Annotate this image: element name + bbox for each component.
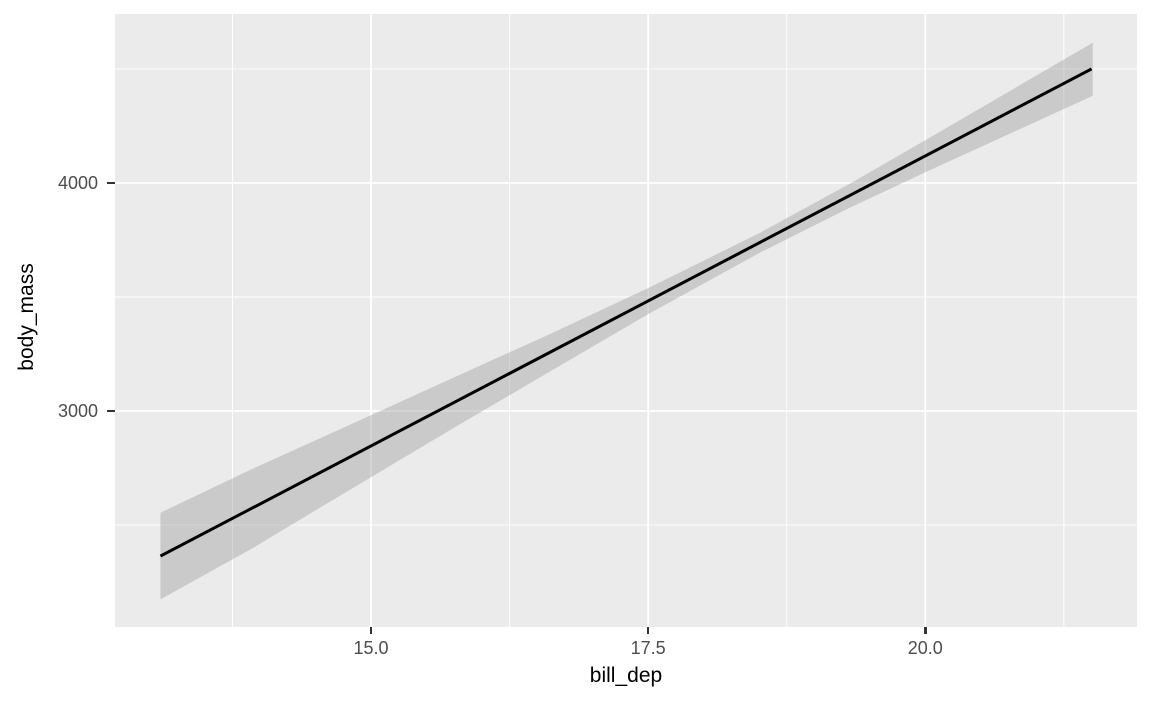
x-tick-label: 20.0	[907, 638, 943, 658]
x-tick-mark	[369, 627, 373, 634]
x-axis-title: bill_dep	[589, 664, 663, 687]
confidence-band	[160, 42, 1093, 600]
plot-panel	[115, 14, 1137, 627]
chart-svg	[115, 14, 1137, 627]
y-axis-title: body_mass	[15, 263, 38, 371]
y-tick-label: 3000	[57, 401, 98, 422]
y-tick-mark	[107, 409, 115, 413]
y-tick-mark	[107, 181, 115, 185]
x-tick-mark	[646, 627, 650, 634]
x-tick-label: 17.5	[630, 638, 666, 658]
y-tick-label: 4000	[57, 172, 98, 193]
regression-line	[159, 67, 1093, 558]
x-tick-mark	[924, 627, 927, 634]
x-tick-label: 15.0	[353, 638, 389, 658]
